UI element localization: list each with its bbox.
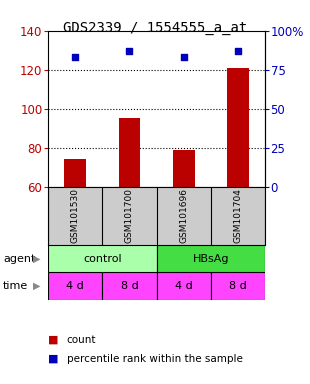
Text: HBsAg: HBsAg — [193, 253, 229, 263]
Text: GSM101704: GSM101704 — [233, 188, 242, 243]
Point — [181, 54, 186, 60]
Text: control: control — [83, 253, 122, 263]
Bar — [102, 272, 157, 300]
Text: GSM101700: GSM101700 — [125, 188, 134, 243]
Text: ■: ■ — [48, 335, 59, 345]
Point — [73, 54, 78, 60]
Bar — [118, 118, 140, 187]
Bar — [157, 245, 265, 272]
Text: GSM101696: GSM101696 — [179, 188, 188, 243]
Text: 4 d: 4 d — [66, 281, 84, 291]
Text: ▶: ▶ — [33, 253, 41, 263]
Text: ■: ■ — [48, 354, 59, 364]
Text: 8 d: 8 d — [229, 281, 247, 291]
Text: time: time — [3, 281, 28, 291]
Bar — [48, 245, 157, 272]
Point — [127, 48, 132, 54]
Bar — [157, 272, 211, 300]
Text: 4 d: 4 d — [175, 281, 193, 291]
Bar — [211, 272, 265, 300]
Text: agent: agent — [3, 253, 35, 263]
Text: GDS2339 / 1554555_a_at: GDS2339 / 1554555_a_at — [63, 21, 247, 35]
Point — [236, 48, 241, 54]
Text: GSM101530: GSM101530 — [71, 188, 80, 243]
Bar — [48, 272, 102, 300]
Text: ▶: ▶ — [33, 281, 41, 291]
Bar — [64, 159, 86, 187]
Bar — [227, 68, 249, 187]
Bar — [173, 149, 195, 187]
Text: percentile rank within the sample: percentile rank within the sample — [67, 354, 242, 364]
Text: count: count — [67, 335, 96, 345]
Text: 8 d: 8 d — [121, 281, 138, 291]
